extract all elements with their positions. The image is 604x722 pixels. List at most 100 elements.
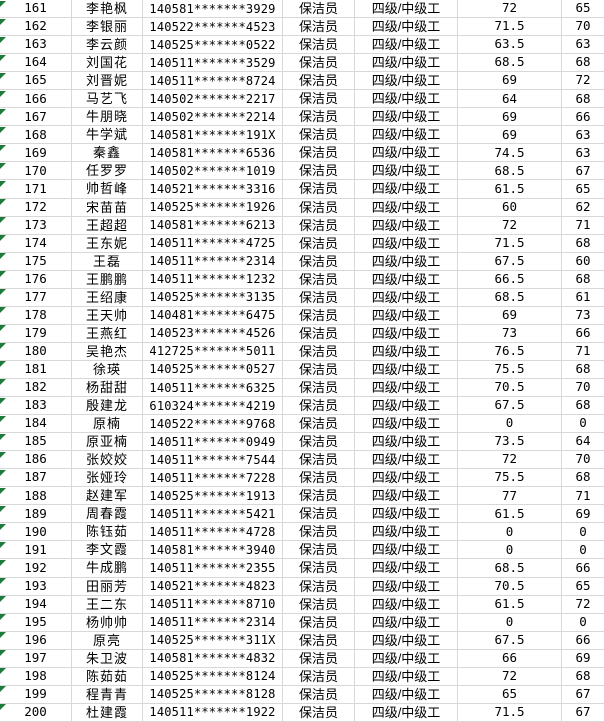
cell-row-number[interactable]: 173 xyxy=(0,216,72,234)
cell-row-number[interactable]: 197 xyxy=(0,649,72,667)
cell-id-number[interactable]: 140511*******8710 xyxy=(143,595,283,613)
cell-name[interactable]: 王东妮 xyxy=(72,234,143,252)
cell-score-2[interactable]: 63 xyxy=(575,144,591,160)
cell-score-2[interactable]: 71 xyxy=(575,216,591,232)
cell-row-number[interactable]: 164 xyxy=(0,54,72,72)
cell-grade-level[interactable]: 四级/中级工 xyxy=(355,613,458,631)
cell-score-1[interactable]: 0 xyxy=(458,613,562,631)
cell-id-number[interactable]: 140525*******1926 xyxy=(143,198,283,216)
cell-id-number[interactable]: 140511*******2355 xyxy=(143,559,283,577)
cell-grade-level[interactable]: 四级/中级工 xyxy=(355,631,458,649)
cell-row-number[interactable]: 176 xyxy=(0,270,72,288)
cell-grade-level[interactable]: 四级/中级工 xyxy=(355,72,458,90)
cell-score-2[interactable]: 0 xyxy=(579,523,587,539)
cell-position[interactable]: 保洁员 xyxy=(283,306,355,324)
cell-score-2[interactable]: 68 xyxy=(575,668,591,683)
cell-name[interactable]: 王超超 xyxy=(72,216,143,234)
cell-grade-level[interactable]: 四级/中级工 xyxy=(355,505,458,523)
cell-score-1[interactable]: 68.5 xyxy=(458,54,562,72)
cell-row-number[interactable]: 178 xyxy=(0,306,72,324)
cell-position[interactable]: 保洁员 xyxy=(283,108,355,126)
cell-name[interactable]: 张娅玲 xyxy=(72,469,143,487)
cell-id-number[interactable]: 140502*******1019 xyxy=(143,162,283,180)
cell-grade-level[interactable]: 四级/中级工 xyxy=(355,577,458,595)
cell-name[interactable]: 杜建霞 xyxy=(72,703,143,721)
cell-score-2[interactable]: 73 xyxy=(575,307,591,323)
cell-id-number[interactable]: 140525*******8128 xyxy=(143,685,283,703)
cell-grade-level[interactable]: 四级/中级工 xyxy=(355,360,458,378)
cell-grade-level[interactable]: 四级/中级工 xyxy=(355,487,458,505)
cell-position[interactable]: 保洁员 xyxy=(283,613,355,631)
cell-row-number[interactable]: 165 xyxy=(0,72,72,90)
cell-score-1[interactable]: 70.5 xyxy=(458,577,562,595)
cell-row-number[interactable]: 200 xyxy=(0,703,72,721)
cell-score-1[interactable]: 64 xyxy=(458,90,562,108)
cell-name[interactable]: 牛学斌 xyxy=(72,126,143,144)
cell-grade-level[interactable]: 四级/中级工 xyxy=(355,649,458,667)
cell-grade-level[interactable]: 四级/中级工 xyxy=(355,306,458,324)
cell-score-1[interactable]: 61.5 xyxy=(458,505,562,523)
cell-id-number[interactable]: 140511*******2314 xyxy=(143,252,283,270)
cell-position[interactable]: 保洁员 xyxy=(283,36,355,54)
cell-id-number[interactable]: 140581*******3929 xyxy=(143,0,283,18)
cell-name[interactable]: 李艳枫 xyxy=(72,0,143,18)
cell-score-2[interactable]: 66 xyxy=(575,559,591,575)
cell-row-number[interactable]: 167 xyxy=(0,108,72,126)
cell-row-number[interactable]: 163 xyxy=(0,36,72,54)
cell-score-1[interactable]: 63.5 xyxy=(458,36,562,54)
cell-name[interactable]: 原亚楠 xyxy=(72,433,143,451)
cell-score-1[interactable]: 72 xyxy=(458,667,562,685)
cell-score-1[interactable]: 67.5 xyxy=(458,397,562,415)
cell-name[interactable]: 王二东 xyxy=(72,595,143,613)
cell-row-number[interactable]: 166 xyxy=(0,90,72,108)
cell-grade-level[interactable]: 四级/中级工 xyxy=(355,324,458,342)
cell-id-number[interactable]: 140522*******4523 xyxy=(143,18,283,36)
cell-grade-level[interactable]: 四级/中级工 xyxy=(355,54,458,72)
cell-position[interactable]: 保洁员 xyxy=(283,72,355,90)
cell-score-1[interactable]: 69 xyxy=(458,72,562,90)
cell-grade-level[interactable]: 四级/中级工 xyxy=(355,559,458,577)
cell-position[interactable]: 保洁员 xyxy=(283,342,355,360)
cell-score-2[interactable]: 66 xyxy=(575,108,591,124)
cell-row-number[interactable]: 182 xyxy=(0,378,72,397)
cell-grade-level[interactable]: 四级/中级工 xyxy=(355,180,458,198)
cell-score-1[interactable]: 65 xyxy=(458,685,562,703)
cell-row-number[interactable]: 161 xyxy=(0,0,72,18)
cell-grade-level[interactable]: 四级/中级工 xyxy=(355,0,458,18)
cell-grade-level[interactable]: 四级/中级工 xyxy=(355,198,458,216)
cell-score-1[interactable]: 68.5 xyxy=(458,288,562,306)
cell-name[interactable]: 王燕红 xyxy=(72,324,143,342)
cell-position[interactable]: 保洁员 xyxy=(283,180,355,198)
cell-position[interactable]: 保洁员 xyxy=(283,162,355,180)
cell-row-number[interactable]: 185 xyxy=(0,433,72,451)
cell-grade-level[interactable]: 四级/中级工 xyxy=(355,126,458,144)
cell-id-number[interactable]: 140525*******3135 xyxy=(143,288,283,306)
cell-id-number[interactable]: 140511*******1922 xyxy=(143,703,283,721)
cell-name[interactable]: 秦鑫 xyxy=(72,144,143,162)
cell-grade-level[interactable]: 四级/中级工 xyxy=(355,342,458,360)
cell-position[interactable]: 保洁员 xyxy=(283,360,355,378)
cell-position[interactable]: 保洁员 xyxy=(283,505,355,523)
cell-name[interactable]: 任罗罗 xyxy=(72,162,143,180)
cell-name[interactable]: 吴艳杰 xyxy=(72,342,143,360)
cell-score-2[interactable]: 68 xyxy=(575,270,591,286)
cell-score-1[interactable]: 0 xyxy=(458,523,562,541)
cell-score-2[interactable]: 68 xyxy=(575,54,591,70)
cell-name[interactable]: 原楠 xyxy=(72,415,143,433)
cell-grade-level[interactable]: 四级/中级工 xyxy=(355,234,458,252)
cell-score-2[interactable]: 68 xyxy=(575,397,591,413)
cell-score-1[interactable]: 66.5 xyxy=(458,270,562,288)
cell-row-number[interactable]: 172 xyxy=(0,198,72,216)
cell-name[interactable]: 帅哲峰 xyxy=(72,180,143,198)
cell-name[interactable]: 徐瑛 xyxy=(72,360,143,378)
cell-position[interactable]: 保洁员 xyxy=(283,487,355,505)
cell-position[interactable]: 保洁员 xyxy=(283,451,355,469)
cell-score-2[interactable]: 63 xyxy=(575,36,591,52)
cell-grade-level[interactable]: 四级/中级工 xyxy=(355,541,458,559)
cell-position[interactable]: 保洁员 xyxy=(283,216,355,234)
cell-grade-level[interactable]: 四级/中级工 xyxy=(355,703,458,721)
cell-id-number[interactable]: 412725*******5011 xyxy=(143,342,283,360)
cell-grade-level[interactable]: 四级/中级工 xyxy=(355,18,458,36)
cell-row-number[interactable]: 187 xyxy=(0,469,72,487)
cell-position[interactable]: 保洁员 xyxy=(283,433,355,451)
